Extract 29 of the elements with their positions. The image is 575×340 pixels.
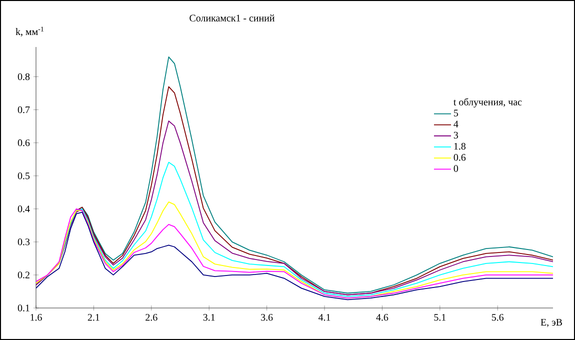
- y-tick-label: 0.4: [18, 206, 30, 212]
- x-tick-label: 2.6: [146, 314, 158, 321]
- x-tick-label: 4.6: [376, 314, 388, 321]
- legend-title: t облучения, час: [454, 98, 522, 108]
- x-tick-label: 4.1: [318, 314, 330, 321]
- y-tick-label: 0.1: [18, 304, 30, 312]
- y-axis-title: k, мм$^{-1}$: [16, 26, 44, 36]
- legend-label: 0.6: [454, 154, 466, 161]
- x-tick-label: 5.6: [492, 314, 504, 321]
- y-tick-label: 0.3: [18, 238, 30, 246]
- x-axis-title: E, эВ: [540, 318, 562, 328]
- legend-label: 0: [454, 165, 458, 172]
- x-tick-label: 2.1: [88, 314, 100, 321]
- line-series: [58, 162, 554, 297]
- chart-title: Соликамск1 - синий: [190, 14, 275, 22]
- legend-label: 4: [454, 120, 458, 128]
- y-tick-label: 0.5: [18, 172, 30, 180]
- y-tick-label: 0.2: [18, 272, 30, 278]
- x-tick-label: 1.6: [30, 314, 42, 321]
- x-tick-label: 3.1: [203, 314, 215, 321]
- y-tick-label: 0.7: [18, 106, 30, 114]
- legend-label: 5: [454, 110, 458, 116]
- legend-label: 3: [454, 132, 458, 139]
- line-series: [36, 120, 554, 296]
- legend-label: 1.8: [454, 142, 466, 150]
- y-tick-label: 0.6: [18, 139, 30, 146]
- x-tick-label: 5.1: [434, 314, 446, 321]
- y-tick-label: 0.8: [18, 73, 30, 80]
- x-tick-label: 3.6: [261, 314, 273, 321]
